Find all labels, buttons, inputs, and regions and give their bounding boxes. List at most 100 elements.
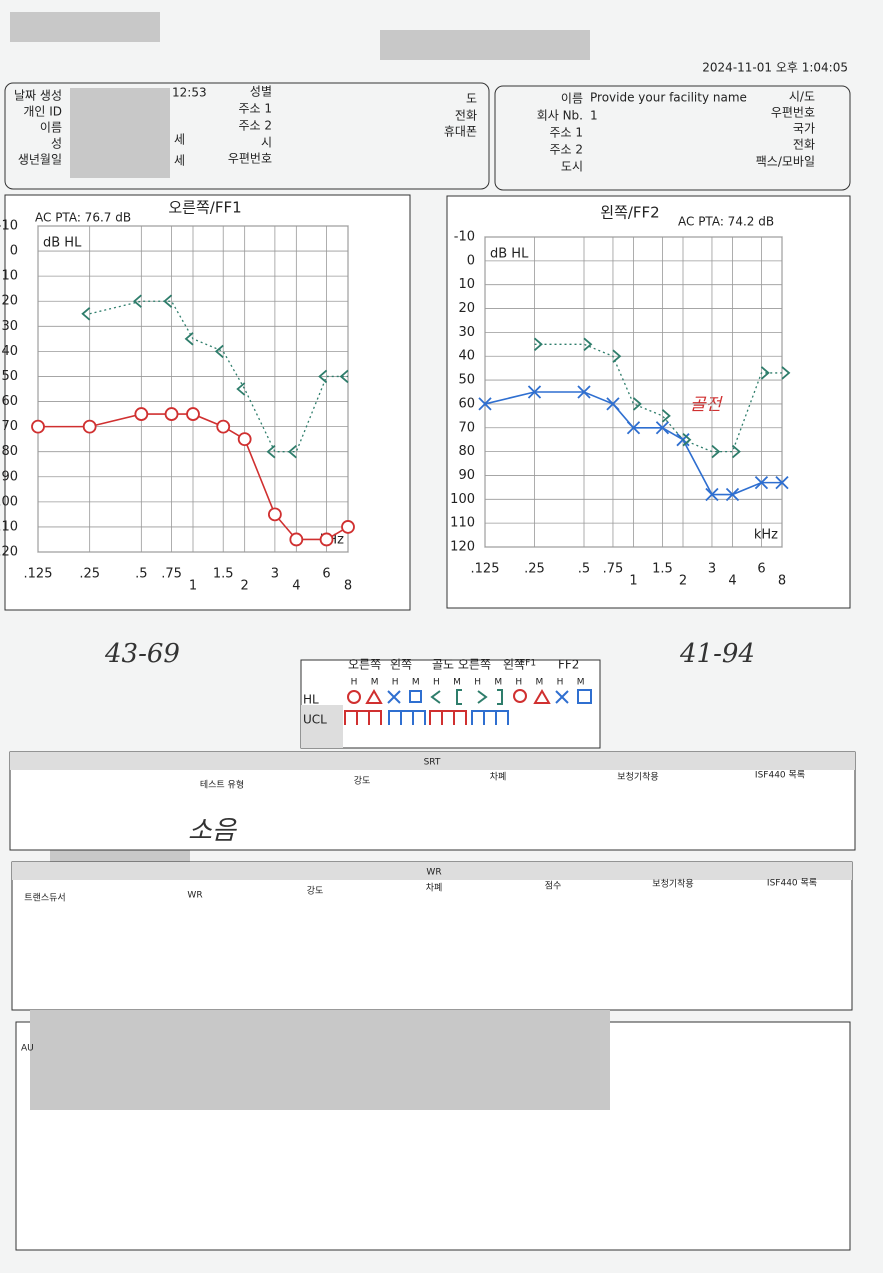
marker: [339, 369, 349, 384]
marker: [655, 421, 670, 435]
handwritten-note: 골전: [690, 395, 724, 415]
marker: [319, 532, 334, 547]
y-tick-label: 30: [1, 319, 18, 334]
x-tick-label: .75: [161, 567, 182, 582]
marker: [478, 397, 492, 411]
field-unit: 세: [174, 133, 185, 147]
legend-subheader: M: [536, 678, 544, 688]
marker: [236, 382, 246, 396]
marker: [612, 349, 622, 363]
x-tick-label: 8: [778, 574, 786, 589]
column-header: ISF440 목록: [755, 770, 805, 781]
y-tick-label: 70: [1, 419, 18, 434]
marker: [164, 407, 179, 421]
series-line: [534, 343, 782, 453]
field-label: 휴대폰: [444, 125, 477, 139]
legend-row: UCL: [303, 713, 327, 727]
marker: [754, 475, 769, 490]
handwritten-note: 소음: [188, 816, 238, 846]
marker: [318, 369, 328, 384]
x-tick-label: .125: [471, 562, 500, 577]
y-tick-label: 110: [450, 516, 475, 531]
field-label: 생년월일: [18, 153, 62, 167]
column-header: 보청기착용: [617, 772, 658, 783]
legend-row: HL: [303, 693, 319, 707]
y-tick-label: 60: [1, 394, 18, 409]
y-tick-label: 10: [1, 269, 18, 284]
facility-box: [494, 85, 851, 191]
y-tick-label: 110: [0, 519, 18, 534]
x-tick-label: 2: [679, 574, 687, 589]
legend-subheader: H: [392, 678, 399, 688]
au-label: AU: [21, 1044, 34, 1054]
field-label: 주소 2: [238, 119, 272, 133]
company-nb: 1: [590, 109, 598, 123]
x-tick-label: 1.5: [652, 562, 673, 577]
marker: [237, 432, 252, 447]
field-unit: 세: [174, 154, 185, 168]
field-label: 주소 1: [549, 126, 583, 140]
legend-subheader: H: [474, 678, 481, 688]
wr-head: [12, 862, 852, 880]
field-label: 성: [51, 137, 62, 151]
x-tick-label: 4: [728, 574, 736, 589]
legend-header: FF2: [558, 658, 579, 672]
y-tick-label: 0: [467, 253, 475, 268]
x-tick-label: 6: [322, 567, 330, 582]
column-header: 강도: [307, 886, 324, 897]
section-title: WR: [426, 868, 441, 878]
legend-header: FF1: [520, 659, 536, 669]
marker: [731, 444, 741, 459]
field-label: 날짜 생성: [14, 89, 62, 103]
field-label: 전화: [455, 109, 477, 123]
marker: [81, 307, 91, 321]
field-label: 회사 Nb.: [537, 109, 583, 123]
x-tick-label: .75: [603, 562, 624, 577]
y-tick-label: 100: [0, 494, 18, 509]
marker: [341, 520, 355, 534]
y-tick-label: 90: [1, 469, 18, 484]
pta-annotation: AC PTA: 74.2 dB: [678, 215, 774, 229]
section-title: SRT: [424, 758, 441, 768]
x-tick-label: 8: [344, 579, 352, 594]
field-label: 도시: [561, 160, 583, 174]
y-tick-label: -10: [0, 219, 18, 234]
marker: [775, 475, 789, 490]
srt-head: [10, 752, 855, 770]
wr-box: [11, 861, 853, 1011]
column-header: 보청기착용: [652, 879, 693, 890]
x-tick-label: .25: [524, 562, 545, 577]
marker: [132, 294, 142, 308]
marker: [214, 344, 224, 359]
marker: [287, 445, 297, 459]
x-tick-label: 1: [189, 579, 197, 594]
x-axis-label: kHz: [754, 528, 778, 543]
handwritten-note: 43-69: [104, 639, 180, 669]
column-header: 트랜스듀서: [24, 893, 65, 904]
y-tick-label: 30: [458, 325, 475, 340]
marker: [186, 407, 200, 421]
legend-header: 왼쪽: [503, 658, 525, 672]
x-tick-label: 1: [629, 574, 637, 589]
marker: [725, 487, 740, 502]
y-tick-label: 10: [458, 277, 475, 292]
x-tick-label: 6: [757, 562, 765, 577]
field-value: 12:53: [172, 86, 207, 100]
marker: [781, 366, 791, 380]
marker: [184, 332, 194, 346]
chart-box: [446, 195, 851, 609]
legend-subheader: M: [494, 678, 502, 688]
chart-title: 왼쪽/FF2: [600, 204, 659, 222]
column-header: 차폐: [426, 882, 443, 894]
facility-name: Provide your facility name: [590, 91, 747, 105]
marker: [31, 419, 45, 434]
legend-subheader: H: [351, 678, 358, 688]
y-tick-label: 120: [0, 545, 18, 560]
marker: [533, 337, 543, 351]
marker: [267, 507, 282, 522]
field-label: 우편번호: [228, 152, 272, 166]
legend-header: 왼쪽: [390, 658, 412, 672]
marker: [682, 433, 692, 447]
legend-subheader: M: [412, 678, 420, 688]
